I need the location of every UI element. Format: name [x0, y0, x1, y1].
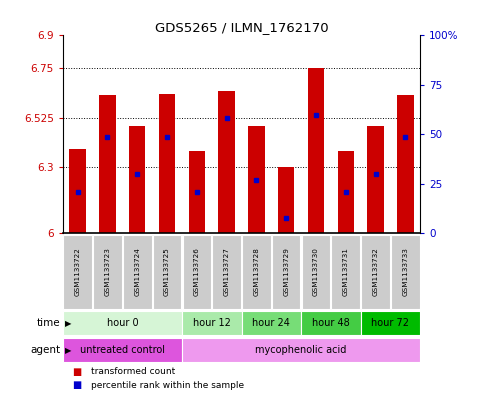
Bar: [308, 68, 324, 233]
Text: hour 0: hour 0: [107, 318, 138, 329]
Text: GSM1133731: GSM1133731: [343, 247, 349, 296]
Bar: [213, 235, 241, 309]
Text: untreated control: untreated control: [80, 345, 165, 355]
Text: GSM1133730: GSM1133730: [313, 247, 319, 296]
Text: GSM1133725: GSM1133725: [164, 247, 170, 296]
Text: agent: agent: [30, 345, 60, 355]
Bar: [183, 235, 211, 309]
Text: GSM1133728: GSM1133728: [254, 247, 259, 296]
Text: hour 72: hour 72: [371, 318, 410, 329]
Text: hour 12: hour 12: [193, 318, 231, 329]
Bar: [278, 167, 294, 233]
Text: ▶: ▶: [65, 319, 71, 328]
Text: ■: ■: [72, 380, 82, 390]
Text: transformed count: transformed count: [91, 367, 175, 376]
Bar: [397, 95, 413, 233]
Bar: [302, 235, 330, 309]
Text: GSM1133722: GSM1133722: [75, 247, 81, 296]
Text: ▶: ▶: [65, 346, 71, 354]
Bar: [129, 126, 145, 233]
Text: GSM1133729: GSM1133729: [283, 247, 289, 296]
Bar: [93, 235, 122, 309]
Bar: [272, 235, 300, 309]
Bar: [391, 235, 420, 309]
Bar: [123, 235, 152, 309]
Bar: [99, 95, 115, 233]
Bar: [338, 151, 354, 233]
Bar: [242, 311, 301, 336]
Text: GSM1133723: GSM1133723: [104, 247, 111, 296]
Bar: [368, 126, 384, 233]
Bar: [301, 311, 361, 336]
Bar: [218, 92, 235, 233]
Bar: [153, 235, 181, 309]
Text: GSM1133727: GSM1133727: [224, 247, 229, 296]
Bar: [189, 151, 205, 233]
Bar: [361, 311, 420, 336]
Text: GSM1133733: GSM1133733: [402, 247, 408, 296]
Bar: [63, 338, 182, 362]
Title: GDS5265 / ILMN_1762170: GDS5265 / ILMN_1762170: [155, 21, 328, 34]
Bar: [63, 235, 92, 309]
Bar: [159, 94, 175, 233]
Bar: [182, 311, 242, 336]
Text: percentile rank within the sample: percentile rank within the sample: [91, 381, 244, 389]
Bar: [361, 235, 390, 309]
Bar: [182, 338, 420, 362]
Text: GSM1133732: GSM1133732: [372, 247, 379, 296]
Bar: [242, 235, 270, 309]
Bar: [248, 126, 265, 233]
Text: ■: ■: [72, 367, 82, 377]
Text: mycophenolic acid: mycophenolic acid: [256, 345, 347, 355]
Text: hour 48: hour 48: [312, 318, 350, 329]
Bar: [70, 149, 86, 233]
Bar: [331, 235, 360, 309]
Bar: [63, 311, 182, 336]
Text: GSM1133726: GSM1133726: [194, 247, 200, 296]
Text: GSM1133724: GSM1133724: [134, 247, 140, 296]
Text: hour 24: hour 24: [252, 318, 290, 329]
Text: time: time: [37, 318, 60, 329]
